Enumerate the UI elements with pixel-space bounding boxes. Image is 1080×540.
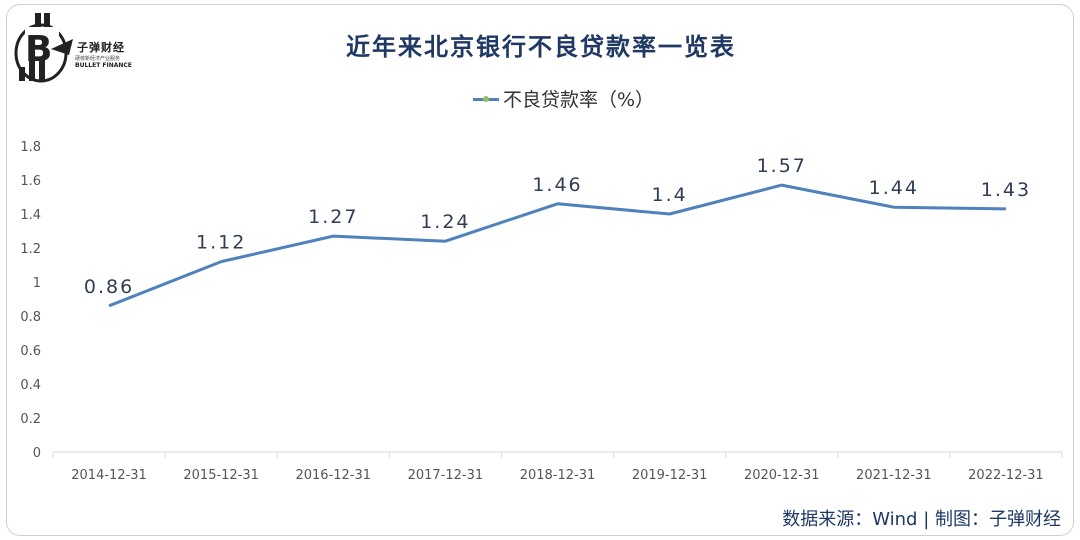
- data-label: 1.27: [308, 206, 358, 228]
- y-tick-label: 1.2: [20, 242, 41, 257]
- data-label: 1.4: [652, 184, 688, 206]
- x-axis: 2014-12-31 2015-12-31 2016-12-31 2017-12-31…: [52, 452, 1063, 483]
- x-tick-label: 2015-12-31: [183, 468, 259, 483]
- data-label: 1.44: [869, 177, 919, 199]
- legend-label: 不良贷款率（%）: [503, 89, 655, 111]
- x-tick-label: 2017-12-31: [408, 468, 484, 483]
- legend-line-marker-icon: [473, 93, 499, 105]
- data-label: 1.24: [420, 211, 470, 233]
- x-tick-label: 2014-12-31: [71, 468, 147, 483]
- data-labels: 0.86 1.12 1.27 1.24 1.46 1.4 1.57 1.44 1.43: [84, 155, 1031, 298]
- bullet-logo-icon: B: [14, 13, 73, 83]
- chart-title: 近年来北京银行不良贷款率一览表: [346, 33, 736, 61]
- series-line: [108, 183, 1006, 308]
- source-note: 数据来源：Wind | 制图：子弹财经: [782, 509, 1061, 530]
- y-tick-label: 0.8: [20, 310, 41, 325]
- logo-english: BULLET FINANCE: [75, 62, 132, 69]
- bullet-finance-logo: B 子弹财经 硬核新经济产业服务 BULLET FINANCE: [11, 9, 141, 85]
- data-label: 1.12: [196, 232, 246, 254]
- chart-legend[interactable]: 不良贷款率（%）: [473, 85, 654, 112]
- x-tick-label: 2018-12-31: [520, 468, 596, 483]
- logo-name: 子弹财经: [77, 41, 125, 54]
- line-chart: 00.20.40.60.811.21.41.61.8 2014-12-31 201…: [20, 140, 1063, 483]
- y-tick-label: 1: [33, 276, 41, 291]
- data-label: 1.43: [981, 179, 1031, 201]
- x-tick-label: 2021-12-31: [856, 468, 932, 483]
- x-tick-label: 2022-12-31: [968, 468, 1044, 483]
- y-tick-label: 1.4: [20, 208, 41, 223]
- y-axis: 0 0.2 0.4 0.6 0.8 1 1.2 1.4 1.6 1.8: [20, 140, 41, 461]
- y-tick-label: 0.2: [20, 412, 41, 427]
- chart-card: B 子弹财经 硬核新经济产业服务 BULLET FINANCE 近年来北京银行不…: [6, 4, 1074, 536]
- y-tick-label: 0: [33, 446, 41, 461]
- x-tick-label: 2016-12-31: [295, 468, 371, 483]
- data-label: 1.46: [532, 174, 582, 196]
- x-tick-label: 2019-12-31: [632, 468, 708, 483]
- y-tick-label: 0.6: [20, 344, 41, 359]
- logo-tagline: 硬核新经济产业服务: [75, 56, 121, 62]
- y-tick-label: 1.6: [20, 174, 41, 189]
- x-tick-label: 2020-12-31: [744, 468, 820, 483]
- data-label: 1.57: [757, 155, 807, 177]
- y-tick-label: 0.4: [20, 378, 41, 393]
- y-tick-label: 1.8: [20, 140, 41, 155]
- data-label: 0.86: [84, 276, 134, 298]
